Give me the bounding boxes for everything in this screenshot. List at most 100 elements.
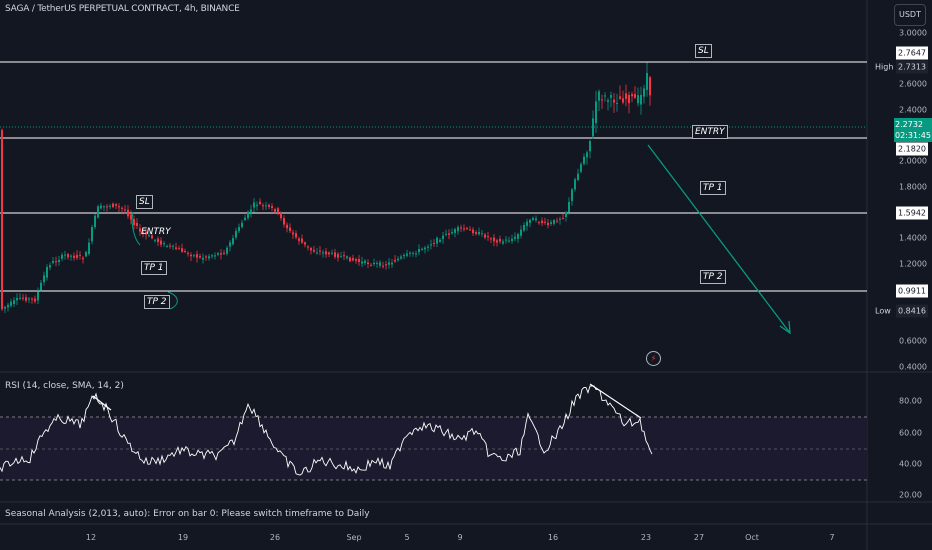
candle-body — [343, 255, 345, 257]
candle-body — [106, 206, 108, 208]
right-tp1-label[interactable]: TP 1 — [700, 181, 726, 195]
candle-body — [298, 238, 300, 241]
right-tp2-label[interactable]: TP 2 — [700, 270, 726, 284]
candle-body — [352, 258, 354, 261]
candle-body — [214, 255, 216, 257]
candle-body — [301, 238, 303, 243]
projection-arrow — [647, 144, 791, 334]
candle-body — [601, 99, 603, 101]
candle-body — [415, 253, 417, 255]
candle-body — [208, 256, 210, 259]
left-tp1-label[interactable]: TP 1 — [141, 261, 167, 275]
candle-body — [16, 298, 18, 301]
candle-body — [217, 253, 219, 255]
candle-body — [502, 241, 504, 244]
candle-body — [457, 227, 459, 232]
candle-body — [628, 95, 630, 104]
entry-price-tag: 2.1820 — [896, 142, 928, 156]
candle-body — [604, 95, 606, 97]
candle-body — [595, 101, 597, 124]
candle-body — [487, 236, 489, 238]
candle-body — [283, 218, 285, 225]
bar-countdown: 02:31:45 — [895, 131, 931, 140]
candle-body — [70, 255, 72, 257]
lightning-icon[interactable]: ⚡ — [646, 351, 661, 366]
candle-body — [262, 205, 264, 207]
candle-body — [142, 232, 144, 234]
candle-body — [28, 298, 30, 300]
currency-button[interactable]: USDT — [894, 4, 926, 26]
candle-body — [517, 234, 519, 239]
candle-body — [643, 88, 645, 97]
price-tick: 1.2000 — [899, 259, 927, 269]
candle-body — [586, 152, 588, 158]
rsi-divergence-line — [589, 383, 642, 419]
candle-body — [484, 234, 486, 238]
candle-body — [163, 243, 165, 245]
candle-body — [100, 205, 102, 209]
candle-body — [91, 227, 93, 242]
candle-body — [127, 209, 129, 217]
tp2-price-tag: 0.9911 — [896, 284, 928, 298]
candle-body — [481, 233, 483, 235]
left-sl-label[interactable]: SL — [136, 195, 153, 209]
candle-body — [496, 240, 498, 243]
low-price-tag: 0.8416 — [896, 304, 928, 318]
candle-body — [331, 252, 333, 254]
time-tick: 7 — [829, 533, 835, 542]
candle-body — [385, 264, 387, 266]
candle-body — [406, 253, 408, 256]
candle-body — [190, 254, 192, 257]
candle-body — [112, 203, 114, 207]
rsi-title[interactable]: RSI (14, close, SMA, 14, 2) — [5, 381, 124, 391]
chart-title: SAGA / TetherUS PERPETUAL CONTRACT, 4h, … — [5, 4, 240, 14]
candle-body — [568, 201, 570, 213]
candle-body — [508, 240, 510, 242]
candle-body — [634, 94, 636, 98]
candle-body — [13, 300, 15, 305]
candle-body — [43, 275, 45, 283]
candle-body — [109, 205, 111, 207]
left-arrow — [131, 211, 141, 246]
candle-body — [256, 204, 258, 206]
candle-body — [223, 252, 225, 254]
right-sl-label[interactable]: SL — [695, 44, 712, 58]
candle-body — [361, 261, 363, 264]
indicator-error: Seasonal Analysis (2,013, auto): Error o… — [5, 509, 370, 519]
candle-body — [154, 239, 156, 241]
candle-body — [553, 220, 555, 224]
candle-body — [358, 258, 360, 262]
candle-body — [187, 252, 189, 254]
candle-body — [400, 256, 402, 259]
left-entry-label[interactable]: ENTRY — [141, 227, 171, 237]
candle-body — [373, 262, 375, 265]
candle-body — [379, 262, 381, 266]
candle-body — [130, 214, 132, 220]
candle-body — [160, 240, 162, 245]
candle-body — [523, 225, 525, 231]
right-entry-label[interactable]: ENTRY — [692, 125, 728, 139]
candle-body — [175, 247, 177, 249]
candle-body — [259, 201, 261, 204]
candle-body — [121, 207, 123, 209]
candle-body — [430, 244, 432, 246]
candle-body — [364, 260, 366, 264]
candle-body — [151, 235, 153, 239]
candle-body — [613, 99, 615, 103]
candle-body — [271, 206, 273, 208]
candle-body — [85, 251, 87, 257]
candle-body — [286, 224, 288, 229]
high-price-tag: 2.7313 — [896, 60, 928, 74]
candle-body — [520, 229, 522, 236]
candle-body — [7, 304, 9, 308]
candle-body — [226, 247, 228, 254]
candle-body — [232, 238, 234, 245]
candle-body — [382, 265, 384, 267]
candle-body — [148, 235, 150, 237]
rsi-tick: 40.00 — [899, 459, 922, 469]
left-tp2-label[interactable]: TP 2 — [144, 295, 170, 309]
price-tick: 2.4000 — [899, 105, 927, 115]
candle-body — [463, 228, 465, 230]
candle-body — [619, 96, 621, 99]
